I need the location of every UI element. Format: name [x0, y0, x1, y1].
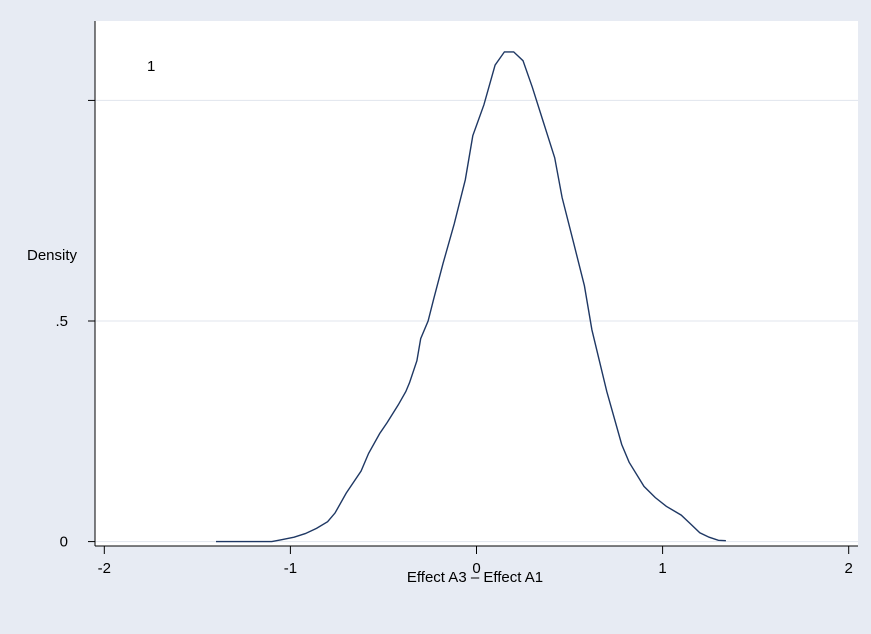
- plot-area: [95, 21, 858, 546]
- y-tick-label: .5: [55, 313, 68, 330]
- x-tick-label: 1: [658, 560, 666, 577]
- density-line: [216, 51, 726, 543]
- x-tick-label: -1: [284, 560, 297, 577]
- y-tick-label: 0: [60, 534, 68, 551]
- panel-label: 1: [147, 58, 155, 75]
- x-ticks: -2 -1 0 1 2: [98, 546, 853, 577]
- y-axis-title: Density: [27, 247, 78, 264]
- y-ticks: 0.5: [55, 99, 95, 551]
- x-tick-label: 2: [845, 560, 853, 577]
- x-axis-title: Effect A3 – Effect A1: [407, 569, 543, 586]
- x-tick-label: -2: [98, 560, 111, 577]
- x-tick-label: 0: [472, 560, 480, 577]
